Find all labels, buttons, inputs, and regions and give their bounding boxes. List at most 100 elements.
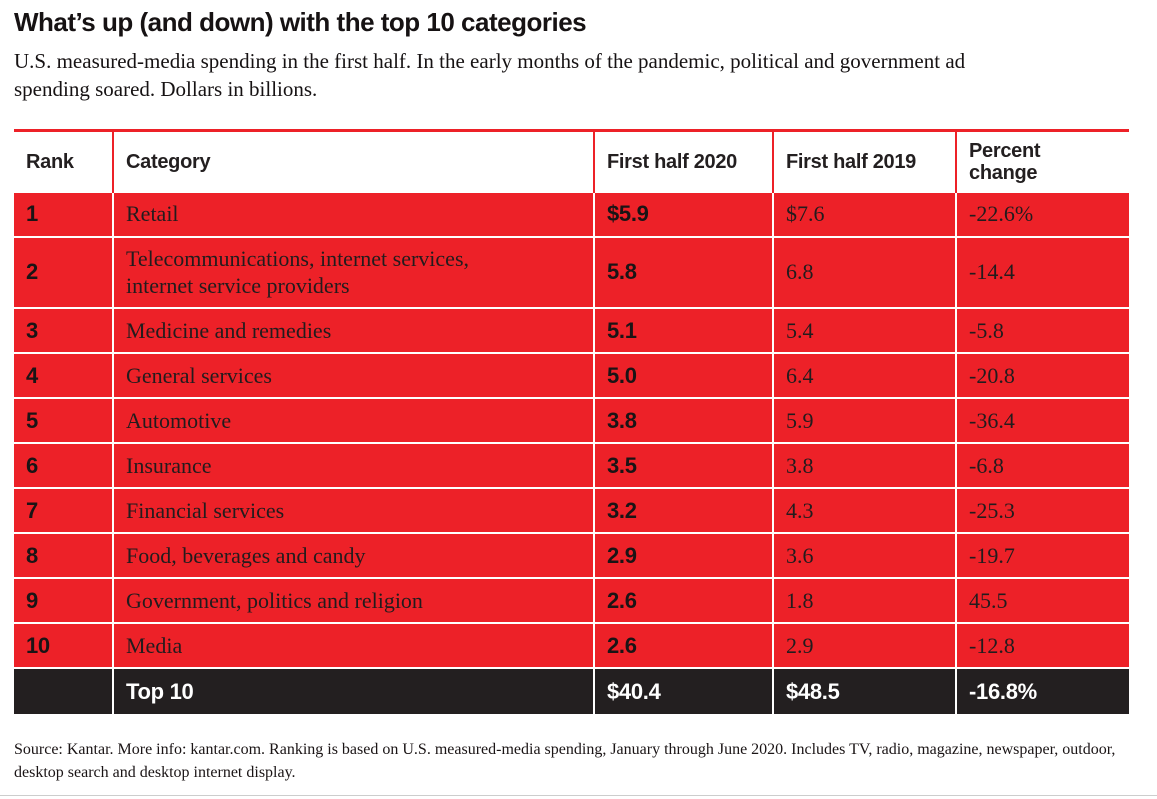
category-cell: Financial services (112, 489, 593, 533)
category-cell: Government, politics and religion (112, 579, 593, 623)
category-cell: Food, beverages and candy (112, 534, 593, 578)
rank-cell: 9 (14, 579, 112, 622)
category-label: Financial services (126, 497, 285, 523)
table-row: 4 General services 5.0 6.4 -20.8 (14, 354, 1129, 400)
rank-value: 6 (26, 452, 38, 478)
rank-value: 4 (26, 362, 38, 388)
column-header-percent-change: Percent change (955, 131, 1129, 193)
pct-cell: -25.3 (955, 489, 1129, 533)
rank-value: 9 (26, 587, 38, 613)
category-cell: General services (112, 354, 593, 398)
fh2020-cell: $40.4 (593, 669, 772, 715)
pct-cell: -14.4 (955, 237, 1129, 308)
fh2019-value: 2.9 (786, 632, 814, 658)
pct-cell: -5.8 (955, 309, 1129, 353)
fh2020-value: 5.1 (607, 317, 637, 343)
pct-cell: -6.8 (955, 444, 1129, 488)
fh2020-value: 2.6 (607, 587, 637, 613)
category-cell: Media (112, 624, 593, 668)
page-title: What’s up (and down) with the top 10 cat… (14, 7, 587, 37)
rank-cell: 2 (14, 238, 112, 307)
fh2020-value: 3.2 (607, 497, 637, 523)
rank-cell: 8 (14, 534, 112, 577)
fh2019-value: 6.8 (786, 259, 814, 285)
total-pct-value: -16.8% (969, 678, 1037, 704)
rank-cell: 4 (14, 354, 112, 397)
rank-cell: 5 (14, 399, 112, 442)
fh2019-cell: 6.8 (772, 237, 955, 308)
fh2019-cell: 4.3 (772, 489, 955, 533)
rank-cell: 1 (14, 193, 112, 236)
fh2020-cell: $5.9 (593, 192, 772, 236)
column-header-category: Category (112, 131, 593, 193)
category-label: Insurance (126, 452, 212, 478)
fh2019-value: 3.6 (786, 542, 814, 568)
total-row-label: Top 10 (126, 678, 194, 704)
pct-cell: -16.8% (955, 669, 1129, 715)
fh2019-cell: 6.4 (772, 354, 955, 398)
column-header-first-half-2019-label: First half 2019 (786, 151, 917, 174)
rank-cell (14, 669, 112, 714)
page-subtitle: U.S. measured-media spending in the firs… (14, 48, 966, 101)
fh2019-value: 4.3 (786, 497, 814, 523)
category-cell: Insurance (112, 444, 593, 488)
table-row: 2 Telecommunications, internet services, … (14, 237, 1129, 310)
table-header-row: Rank Category First half 2020 First half… (14, 131, 1129, 193)
category-label: Food, beverages and candy (126, 542, 366, 568)
rank-value: 1 (26, 201, 38, 227)
table-row: 10 Media 2.6 2.9 -12.8 (14, 624, 1129, 670)
pct-value: 45.5 (969, 587, 1008, 613)
fh2019-cell: 1.8 (772, 579, 955, 623)
fh2020-cell: 5.1 (593, 309, 772, 353)
pct-cell: 45.5 (955, 579, 1129, 623)
category-label: Automotive (126, 407, 232, 433)
pct-cell: -12.8 (955, 624, 1129, 668)
pct-cell: -19.7 (955, 534, 1129, 578)
column-header-percent-change-label: Percent change (969, 140, 1041, 185)
pct-value: -20.8 (969, 362, 1015, 388)
category-label: Medicine and remedies (126, 317, 332, 343)
fh2020-value: $5.9 (607, 201, 649, 227)
total-fh2019-value: $48.5 (786, 678, 840, 704)
pct-cell: -20.8 (955, 354, 1129, 398)
pct-value: -25.3 (969, 497, 1015, 523)
fh2020-cell: 3.2 (593, 489, 772, 533)
rank-cell: 6 (14, 444, 112, 487)
category-cell: Automotive (112, 399, 593, 443)
rank-value: 10 (26, 632, 50, 658)
rank-value: 3 (26, 317, 38, 343)
column-header-rank: Rank (14, 132, 112, 193)
fh2020-value: 3.5 (607, 452, 637, 478)
fh2019-value: 5.9 (786, 407, 814, 433)
category-cell: Telecommunications, internet services, i… (112, 237, 593, 308)
table-total-row: Top 10 $40.4 $48.5 -16.8% (14, 669, 1129, 715)
pct-cell: -22.6% (955, 192, 1129, 236)
pct-value: -19.7 (969, 542, 1015, 568)
fh2019-cell: $7.6 (772, 192, 955, 236)
table-body: 1 Retail $5.9 $7.6 -22.6% 2 Telecommunications… (14, 192, 1129, 670)
fh2019-cell: 5.9 (772, 399, 955, 443)
fh2020-cell: 5.8 (593, 237, 772, 308)
pct-value: -12.8 (969, 632, 1015, 658)
column-header-rank-label: Rank (26, 151, 74, 174)
fh2020-cell: 2.6 (593, 579, 772, 623)
fh2019-value: 1.8 (786, 587, 814, 613)
pct-value: -6.8 (969, 452, 1004, 478)
category-label: Retail (126, 201, 179, 227)
fh2019-value: $7.6 (786, 201, 825, 227)
column-header-category-label: Category (126, 151, 211, 174)
fh2019-value: 3.8 (786, 452, 814, 478)
column-header-first-half-2020: First half 2020 (593, 131, 772, 193)
fh2020-value: 5.8 (607, 259, 637, 285)
table-row: 5 Automotive 3.8 5.9 -36.4 (14, 399, 1129, 445)
fh2020-value: 2.9 (607, 542, 637, 568)
bottom-divider (0, 795, 1157, 796)
category-label: Government, politics and religion (126, 587, 423, 613)
category-cell: Medicine and remedies (112, 309, 593, 353)
table-row: 9 Government, politics and religion 2.6 1.8… (14, 579, 1129, 625)
category-label: Telecommunications, internet services, i… (126, 245, 470, 299)
rank-value: 2 (26, 259, 38, 285)
rank-value: 5 (26, 407, 38, 433)
pct-value: -14.4 (969, 259, 1015, 285)
rank-cell: 3 (14, 309, 112, 352)
